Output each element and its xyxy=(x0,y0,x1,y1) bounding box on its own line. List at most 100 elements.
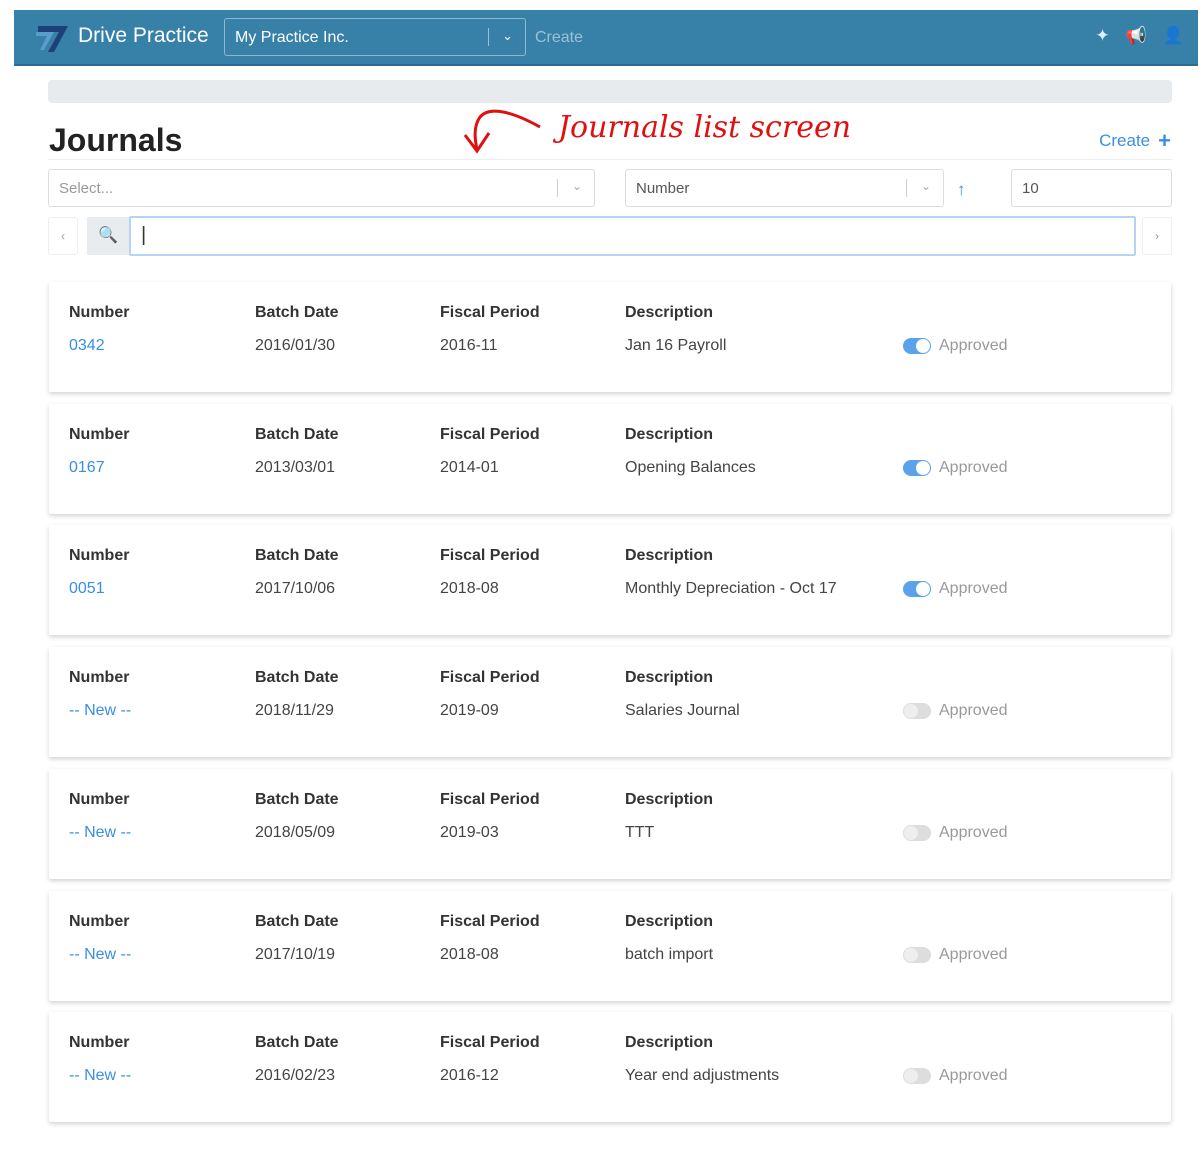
batch-date-label: Batch Date xyxy=(255,912,339,930)
batch-date-label: Batch Date xyxy=(255,304,339,321)
annotation-arrow-icon xyxy=(463,109,541,154)
magic-wand-icon[interactable]: ✦ xyxy=(1095,26,1110,45)
batch-date-label: Batch Date xyxy=(255,669,339,687)
description-label: Description xyxy=(625,790,714,808)
toggle-knob xyxy=(916,460,930,475)
journal-card[interactable]: Number -- New -- Batch Date 2017/10/19 Fisca… xyxy=(49,890,1171,1001)
journal-card[interactable]: Number -- New -- Batch Date 2016/02/23 Fisca… xyxy=(49,1012,1171,1123)
approved-label: Approved xyxy=(939,1067,1008,1085)
batch-date-value: 2018/05/09 xyxy=(255,823,336,841)
fiscal-period-value: 2016-11 xyxy=(440,337,498,354)
number-label: Number xyxy=(69,547,130,565)
approved-toggle[interactable] xyxy=(903,703,931,720)
number-label: Number xyxy=(69,669,130,687)
search-input[interactable]: | xyxy=(129,216,1136,256)
fiscal-period-value: 2019-09 xyxy=(440,702,499,720)
number-value[interactable]: 0051 xyxy=(69,580,105,598)
description-label: Description xyxy=(625,547,714,565)
approved-label: Approved xyxy=(939,458,1008,476)
toggle-knob xyxy=(916,339,930,353)
number-value[interactable]: -- New -- xyxy=(69,1067,132,1085)
approved-toggle[interactable] xyxy=(903,1068,931,1085)
organization-select[interactable]: My Practice Inc. ⌄ xyxy=(224,18,526,56)
approved-toggle[interactable] xyxy=(903,581,931,598)
number-value[interactable]: 0167 xyxy=(69,458,105,476)
chevron-down-icon: ⌄ xyxy=(920,179,931,193)
approved-toggle[interactable] xyxy=(903,338,931,354)
brand-name[interactable]: Drive Practice xyxy=(78,24,209,47)
fiscal-period-value: 2018-08 xyxy=(440,945,499,963)
divider xyxy=(906,179,907,197)
description-value: batch import xyxy=(625,945,714,963)
batch-date-label: Batch Date xyxy=(255,1034,339,1052)
toggle-knob xyxy=(916,582,930,597)
description-label: Description xyxy=(625,425,714,443)
number-label: Number xyxy=(69,425,130,443)
number-label: Number xyxy=(69,912,130,930)
fiscal-period-label: Fiscal Period xyxy=(440,1034,540,1052)
fiscal-period-label: Fiscal Period xyxy=(440,669,540,687)
divider xyxy=(48,159,1172,160)
approved-label: Approved xyxy=(939,702,1008,720)
divider xyxy=(557,179,558,197)
megaphone-icon[interactable]: 📢 xyxy=(1125,26,1147,45)
logo-icon xyxy=(36,26,68,52)
header-create-link[interactable]: Create xyxy=(535,29,584,46)
description-value: Opening Balances xyxy=(625,458,756,476)
journal-card[interactable]: Number -- New -- Batch Date 2018/05/09 Fisca… xyxy=(49,768,1171,879)
number-value[interactable]: -- New -- xyxy=(69,945,132,963)
create-button[interactable]: Create + xyxy=(1099,128,1171,154)
journal-card[interactable]: Number 0051 Batch Date 2017/10/06 Fiscal Per… xyxy=(49,525,1171,636)
chevron-down-icon: ⌄ xyxy=(502,28,513,43)
approved-toggle[interactable] xyxy=(903,824,931,841)
toggle-knob xyxy=(904,825,918,840)
sort-field-select[interactable]: Number ⌄ xyxy=(625,169,944,207)
batch-date-value: 2013/03/01 xyxy=(255,458,336,476)
user-icon[interactable]: 👤 xyxy=(1162,26,1184,45)
description-label: Description xyxy=(625,912,714,930)
page-title: Journals xyxy=(49,122,183,158)
number-value[interactable]: 0342 xyxy=(69,337,105,354)
toggle-knob xyxy=(904,947,918,962)
batch-date-value: 2016/02/23 xyxy=(255,1067,336,1085)
filter-placeholder: Select... xyxy=(59,180,114,197)
description-value: Salaries Journal xyxy=(625,702,740,720)
sort-field-value: Number xyxy=(636,180,690,197)
approved-toggle[interactable] xyxy=(903,946,931,963)
description-label: Description xyxy=(625,1034,714,1052)
journal-card[interactable]: Number 0342 Batch Date 2016/01/30 Fiscal Per… xyxy=(49,282,1171,392)
annotation-text: Journals list screen xyxy=(558,110,852,145)
fiscal-period-label: Fiscal Period xyxy=(440,425,540,443)
number-label: Number xyxy=(69,1034,130,1052)
sort-direction-icon[interactable]: ↑ xyxy=(957,180,966,199)
fiscal-period-value: 2016-12 xyxy=(440,1067,499,1085)
number-value[interactable]: -- New -- xyxy=(69,702,132,720)
batch-date-value: 2016/01/30 xyxy=(255,337,336,354)
description-value: Jan 16 Payroll xyxy=(625,337,727,354)
breadcrumb-bar xyxy=(48,80,1172,103)
journal-card[interactable]: Number -- New -- Batch Date 2018/11/29 Fisca… xyxy=(49,647,1171,758)
description-value: Monthly Depreciation - Oct 17 xyxy=(625,580,837,598)
previous-page-button[interactable]: ‹ xyxy=(48,217,78,255)
fiscal-period-value: 2019-03 xyxy=(440,823,499,841)
search-icon[interactable]: 🔍 xyxy=(87,217,129,255)
number-value[interactable]: -- New -- xyxy=(69,823,132,841)
journal-card[interactable]: Number 0167 Batch Date 2013/03/01 Fiscal Per… xyxy=(49,403,1171,514)
fiscal-period-label: Fiscal Period xyxy=(440,790,540,808)
create-label: Create xyxy=(1099,131,1151,150)
page-size-input[interactable]: 10 xyxy=(1011,169,1172,207)
description-label: Description xyxy=(625,669,714,687)
chevron-down-icon: ⌄ xyxy=(571,179,582,193)
approved-toggle[interactable] xyxy=(903,459,931,476)
batch-date-label: Batch Date xyxy=(255,425,339,443)
number-label: Number xyxy=(69,304,130,321)
filter-select[interactable]: Select... ⌄ xyxy=(48,169,595,207)
toggle-knob xyxy=(904,704,918,719)
toggle-knob xyxy=(904,1069,918,1084)
batch-date-label: Batch Date xyxy=(255,790,339,808)
description-value: Year end adjustments xyxy=(625,1067,780,1085)
next-page-button[interactable]: › xyxy=(1142,217,1172,255)
batch-date-value: 2017/10/06 xyxy=(255,580,336,598)
approved-label: Approved xyxy=(939,823,1008,841)
batch-date-value: 2018/11/29 xyxy=(255,702,334,720)
